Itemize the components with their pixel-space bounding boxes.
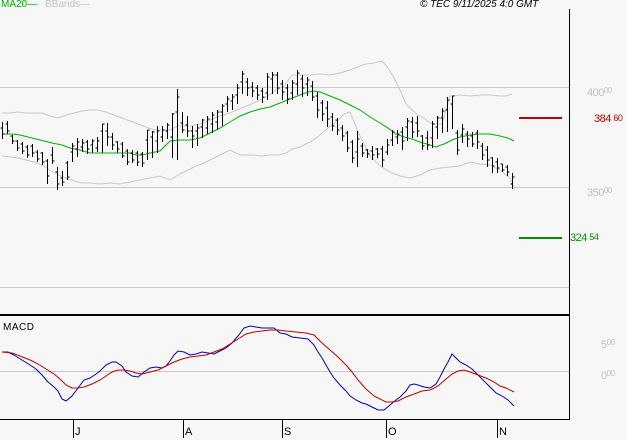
copyright-timestamp: © TEC 9/11/2025 4:0 GMT [420, 0, 539, 10]
price-tick-350: 35000 [587, 186, 612, 199]
month-label-s: S [284, 426, 292, 438]
legend-ma20: MA20— [1, 0, 38, 10]
month-label-n: N [499, 426, 507, 438]
support-level-label: 324 54 [570, 232, 599, 244]
price-tick-400: 40000 [587, 86, 612, 99]
macd-signal-line [1, 329, 515, 403]
macd-tick-0: 000 [601, 369, 615, 382]
month-label-a: A [185, 426, 193, 438]
price-gridlines [0, 87, 569, 288]
month-label-o: O [388, 426, 397, 438]
bband-lower [1, 111, 516, 191]
ohlc-bars [0, 70, 515, 190]
x-axis-ticks [73, 419, 498, 438]
legend-bbands: BBands— [45, 0, 91, 10]
macd-line [2, 325, 515, 411]
resistance-level-label: 384 60 [594, 113, 623, 125]
chart-legend: MA20— BBands— [1, 0, 90, 10]
macd-panel-label: MACD [3, 322, 35, 333]
month-label-j: J [75, 426, 81, 438]
macd-tick-5: 500 [601, 338, 615, 351]
